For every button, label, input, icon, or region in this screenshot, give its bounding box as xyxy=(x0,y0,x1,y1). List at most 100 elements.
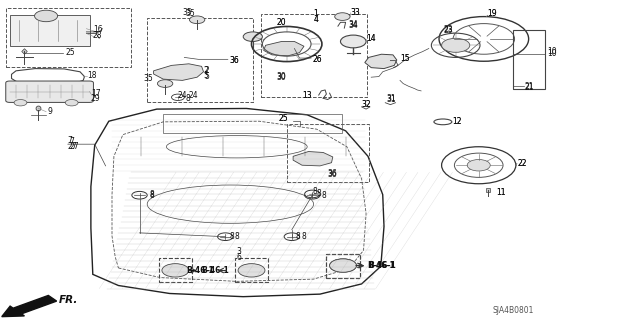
Text: 5: 5 xyxy=(205,72,210,81)
Text: 35: 35 xyxy=(186,9,196,18)
Text: 34: 34 xyxy=(349,20,358,29)
Text: 26: 26 xyxy=(312,56,322,64)
Circle shape xyxy=(218,233,233,241)
Text: 8: 8 xyxy=(322,191,326,200)
Text: 3: 3 xyxy=(237,247,242,256)
Text: FR.: FR. xyxy=(59,295,78,306)
Text: 36: 36 xyxy=(229,56,239,65)
Text: 27: 27 xyxy=(67,142,77,151)
Text: 14: 14 xyxy=(366,34,376,43)
Text: 12: 12 xyxy=(452,117,461,126)
Polygon shape xyxy=(264,41,304,56)
Text: 5: 5 xyxy=(204,71,209,80)
Text: 30: 30 xyxy=(276,73,287,82)
Text: 17: 17 xyxy=(91,89,100,98)
Circle shape xyxy=(65,100,78,106)
Text: 10: 10 xyxy=(547,49,557,58)
Text: 10: 10 xyxy=(547,47,557,56)
Text: 22: 22 xyxy=(517,159,527,168)
Text: 16: 16 xyxy=(93,25,102,34)
Text: 31: 31 xyxy=(387,95,397,104)
Text: 6: 6 xyxy=(237,253,242,262)
Text: 8: 8 xyxy=(149,190,154,199)
Text: 18: 18 xyxy=(87,71,97,80)
Text: 8: 8 xyxy=(235,232,239,241)
Text: 19: 19 xyxy=(488,9,497,18)
Circle shape xyxy=(330,259,356,272)
Text: 13: 13 xyxy=(303,91,312,100)
Text: 21: 21 xyxy=(525,82,534,91)
Text: 33: 33 xyxy=(351,8,360,17)
Text: 2: 2 xyxy=(205,66,209,75)
Text: 23: 23 xyxy=(443,25,453,34)
Circle shape xyxy=(335,13,350,20)
Text: 8: 8 xyxy=(316,189,321,198)
Text: 27: 27 xyxy=(69,142,79,151)
Text: 7: 7 xyxy=(69,137,74,146)
Text: 29: 29 xyxy=(91,94,100,103)
Circle shape xyxy=(172,94,184,100)
Text: 8: 8 xyxy=(149,191,154,200)
Circle shape xyxy=(305,190,320,198)
Circle shape xyxy=(157,80,173,87)
Text: 8: 8 xyxy=(312,187,317,196)
Text: 24: 24 xyxy=(177,91,188,100)
Text: 12: 12 xyxy=(452,117,461,126)
Text: 20: 20 xyxy=(276,18,286,27)
Text: 25: 25 xyxy=(278,114,288,123)
Text: 13: 13 xyxy=(303,91,312,100)
Text: 25: 25 xyxy=(65,48,75,57)
Text: 20: 20 xyxy=(276,18,286,27)
Circle shape xyxy=(442,38,470,52)
Text: 36: 36 xyxy=(229,56,239,65)
Circle shape xyxy=(35,10,58,22)
Circle shape xyxy=(305,191,320,199)
Circle shape xyxy=(284,233,300,241)
Text: 8: 8 xyxy=(186,94,190,103)
Text: 22: 22 xyxy=(517,159,527,168)
Text: 1: 1 xyxy=(314,9,318,18)
Text: 34: 34 xyxy=(349,21,358,30)
Circle shape xyxy=(14,100,27,106)
Text: 9: 9 xyxy=(48,107,53,116)
Text: 35: 35 xyxy=(144,74,154,83)
Text: 21: 21 xyxy=(525,83,534,92)
Text: 8: 8 xyxy=(229,232,234,241)
FancyArrow shape xyxy=(2,295,56,317)
Text: 24: 24 xyxy=(189,91,198,100)
Text: 7: 7 xyxy=(67,137,72,145)
Text: 14: 14 xyxy=(366,34,376,43)
Circle shape xyxy=(467,160,490,171)
Text: B-46-1: B-46-1 xyxy=(186,266,214,275)
Text: B-46-1: B-46-1 xyxy=(201,266,228,275)
FancyBboxPatch shape xyxy=(6,81,93,102)
Circle shape xyxy=(189,16,205,24)
Text: 31: 31 xyxy=(387,94,397,103)
Text: 2: 2 xyxy=(204,66,208,75)
Text: 32: 32 xyxy=(361,100,371,109)
Text: B-46-1: B-46-1 xyxy=(367,261,395,270)
Text: 15: 15 xyxy=(400,54,410,63)
Text: 4: 4 xyxy=(314,15,319,24)
Text: 11: 11 xyxy=(496,188,506,197)
Text: 26: 26 xyxy=(312,56,322,64)
Text: 8: 8 xyxy=(301,232,306,241)
Circle shape xyxy=(330,259,356,272)
Text: 1: 1 xyxy=(314,9,318,18)
Text: 19: 19 xyxy=(488,9,497,18)
Text: 32: 32 xyxy=(361,100,371,109)
Polygon shape xyxy=(293,152,333,166)
Text: 33: 33 xyxy=(351,8,360,17)
FancyBboxPatch shape xyxy=(10,15,90,46)
Polygon shape xyxy=(365,54,397,69)
Circle shape xyxy=(340,35,366,48)
Text: 28: 28 xyxy=(93,31,102,40)
Text: 30: 30 xyxy=(276,72,287,81)
Text: SJA4B0801: SJA4B0801 xyxy=(493,306,534,315)
Circle shape xyxy=(132,191,147,199)
Text: 35: 35 xyxy=(182,8,192,17)
Text: 15: 15 xyxy=(401,54,410,63)
Text: 4: 4 xyxy=(314,15,319,24)
Text: 11: 11 xyxy=(496,188,506,197)
Text: 8: 8 xyxy=(296,232,300,241)
